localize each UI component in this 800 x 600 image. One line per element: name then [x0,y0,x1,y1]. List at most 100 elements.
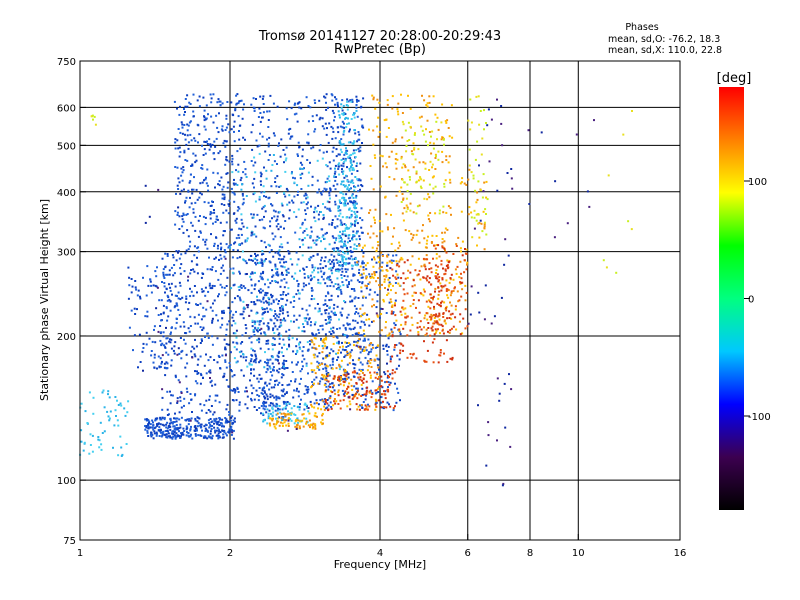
scatter-point [340,276,343,279]
scatter-point [274,265,277,268]
scatter-point [440,263,443,266]
scatter-point [280,417,283,420]
scatter-point [311,333,314,335]
scatter-point [279,225,282,228]
scatter-point [174,141,177,144]
scatter-point [425,300,428,303]
scatter-point [291,171,293,174]
scatter-point [384,381,387,384]
scatter-point [223,249,226,251]
scatter-point [177,308,180,311]
scatter-point [417,179,420,182]
scatter-point [349,351,352,354]
scatter-point [369,376,372,379]
scatter-point [355,392,357,395]
scatter-point [320,259,322,262]
scatter-point [179,105,181,108]
scatter-point [173,100,176,103]
scatter-point [212,152,215,155]
scatter-point [318,307,321,310]
scatter-point [161,354,164,357]
scatter-point [312,239,315,242]
scatter-point [269,282,272,285]
scatter-point [282,291,285,293]
scatter-point [156,367,158,370]
scatter-point [152,428,155,431]
scatter-point [288,194,291,197]
scatter-point [154,270,157,273]
scatter-point [441,241,444,244]
scatter-point [222,433,225,436]
scatter-point [423,290,426,293]
scatter-point [353,288,356,290]
scatter-point [169,309,172,312]
scatter-point [388,155,391,158]
scatter-point [217,295,219,298]
colorbar-gradient [719,87,744,510]
scatter-point [283,367,286,370]
scatter-point [337,288,340,291]
scatter-point [153,325,156,328]
scatter-point [199,434,202,437]
scatter-point [377,244,380,247]
scatter-point [341,348,344,351]
scatter-point [228,428,231,431]
scatter-point [342,393,345,396]
scatter-point [298,238,301,241]
scatter-point [424,162,427,165]
scatter-point [250,335,253,338]
scatter-point [342,245,345,247]
scatter-point [355,95,358,98]
scatter-point [215,215,218,218]
scatter-point [392,259,395,262]
scatter-point [346,350,349,353]
scatter-point [331,260,333,263]
scatter-point [324,378,327,381]
scatter-point [309,400,312,403]
scatter-point [356,162,358,165]
scatter-point [440,289,443,292]
scatter-point [305,266,308,268]
scatter-point [180,432,182,435]
scatter-point [299,370,302,373]
scatter-point [215,114,218,117]
scatter-point [368,324,371,327]
scatter-point [268,260,271,263]
scatter-point [475,219,478,222]
scatter-point [260,191,263,194]
scatter-point [314,424,317,427]
scatter-point [449,278,452,281]
scatter-point [384,287,386,289]
scatter-point [166,436,169,439]
scatter-point [232,249,235,251]
scatter-point [395,319,398,322]
scatter-point [353,152,356,155]
scatter-point [510,177,513,180]
scatter-point [331,386,334,389]
scatter-point [438,318,441,321]
scatter-point [423,317,426,320]
scatter-point [86,422,89,424]
scatter-point [427,144,429,147]
scatter-point [277,396,280,399]
scatter-point [417,333,420,336]
scatter-point [266,278,269,281]
scatter-point [313,99,316,102]
scatter-point [358,271,360,274]
scatter-point [394,405,396,408]
scatter-point [311,115,314,118]
scatter-point [108,419,111,422]
scatter-point [344,262,347,265]
scatter-point [346,322,349,325]
scatter-point [300,107,303,110]
scatter-point [181,218,184,221]
scatter-point [325,231,328,234]
scatter-point [465,248,468,251]
x-tick-label: 10 [572,548,585,559]
scatter-point [174,417,177,420]
scatter-point [343,176,346,179]
scatter-point [353,189,356,192]
scatter-point [367,338,370,341]
scatter-point [346,377,349,380]
scatter-point [245,327,248,330]
